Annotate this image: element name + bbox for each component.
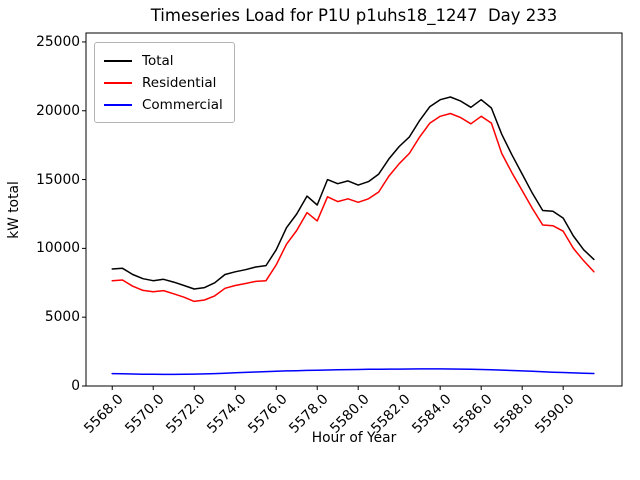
legend-item-commercial: Commercial	[104, 94, 223, 116]
legend-label-commercial: Commercial	[142, 97, 223, 113]
y-tick-label: 0	[71, 378, 80, 394]
x-axis-label: Hour of Year	[311, 430, 397, 446]
y-tick-label: 25000	[36, 33, 80, 50]
y-tick-label: 15000	[36, 171, 80, 188]
axes-spines	[85, 32, 623, 387]
legend-item-residential: Residential	[104, 72, 223, 94]
residential-line	[111, 112, 595, 303]
commercial-line-swatch	[104, 104, 132, 106]
legend: Total Residential Commercial	[94, 42, 235, 123]
total-line	[111, 96, 595, 290]
residential-line-swatch	[104, 82, 132, 84]
legend-item-total: Total	[104, 50, 223, 72]
y-axis-label: kW total	[6, 181, 22, 239]
total-line-swatch	[104, 60, 132, 62]
y-tick-label: 10000	[36, 240, 80, 257]
chart-title: Timeseries Load for P1U p1uhs18_1247 Day…	[150, 6, 558, 25]
y-tick-label: 5000	[44, 309, 80, 326]
commercial-line	[111, 368, 595, 376]
y-tick-label: 20000	[36, 102, 80, 119]
legend-label-total: Total	[142, 53, 174, 69]
legend-label-residential: Residential	[142, 75, 217, 91]
